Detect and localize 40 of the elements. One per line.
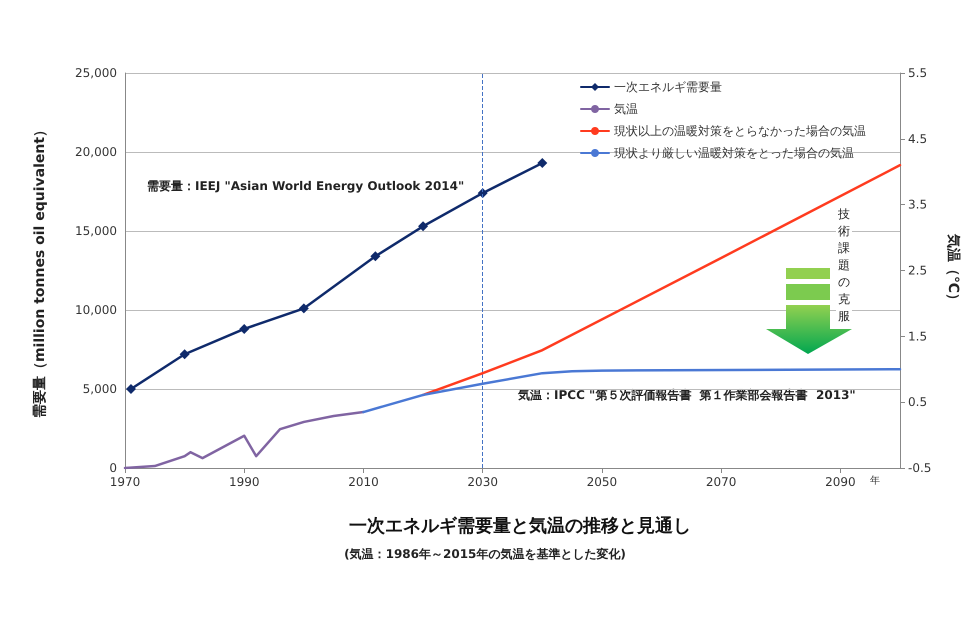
y2-tick-label: 2.5 — [908, 264, 928, 278]
x-tick-label: 2070 — [706, 475, 736, 489]
point — [126, 384, 136, 394]
line-series — [124, 410, 365, 470]
y2-tick-label: 4.5 — [908, 132, 928, 146]
y-tick-label: 5,000 — [82, 382, 117, 396]
y2-tick-label: -0.5 — [908, 461, 932, 475]
x-tick-label: 2010 — [348, 475, 379, 489]
y-tick-label: 15,000 — [75, 224, 117, 238]
x-tick-label: 1990 — [228, 475, 260, 489]
line-series — [362, 368, 902, 414]
legend-label: 一次エネルギ需要量 — [614, 80, 722, 94]
x-tick-label: 2090 — [825, 475, 856, 489]
x-tick-label: 2030 — [467, 475, 498, 489]
text: (気温：1986年～2015年の気温を基準とした変化) — [344, 547, 626, 561]
y-tick-label: 0 — [109, 461, 117, 475]
legend-label: 気温 — [614, 102, 638, 116]
point — [370, 251, 380, 262]
annotation: 需要量：IEEJ "Asian World Energy Outlook 2014" — [147, 179, 464, 193]
y2-tick-label: 5.5 — [908, 66, 928, 80]
legend-label: 現状より厳しい温暖対策をとった場合の気温 — [614, 146, 854, 160]
y2-axis-title: 気温（℃） — [945, 233, 961, 307]
y-axis-title: 需要量（million tonnes oil equivalent） — [32, 122, 48, 418]
x-tick-label: 1970 — [110, 475, 140, 489]
annotation: 技術課題の克服 — [836, 206, 852, 325]
y-tick-label: 25,000 — [75, 66, 117, 80]
text: 一次エネルギ需要量と気温の推移と見通し — [349, 516, 691, 536]
point — [418, 221, 428, 232]
y2-tick-label: 3.5 — [908, 198, 928, 212]
y-tick-label: 20,000 — [75, 145, 117, 159]
point — [537, 158, 548, 168]
point — [239, 324, 250, 334]
y2-tick-label: 0.5 — [908, 395, 928, 410]
x-tick-label: 2050 — [586, 475, 618, 489]
point — [298, 303, 309, 314]
legend-label: 現状以上の温暖対策をとらなかった場合の気温 — [614, 124, 866, 138]
y-tick-label: 10,000 — [75, 303, 117, 317]
point — [180, 349, 190, 360]
y2-tick-label: 1.5 — [908, 329, 928, 344]
x-axis-title: 年 — [870, 474, 880, 486]
